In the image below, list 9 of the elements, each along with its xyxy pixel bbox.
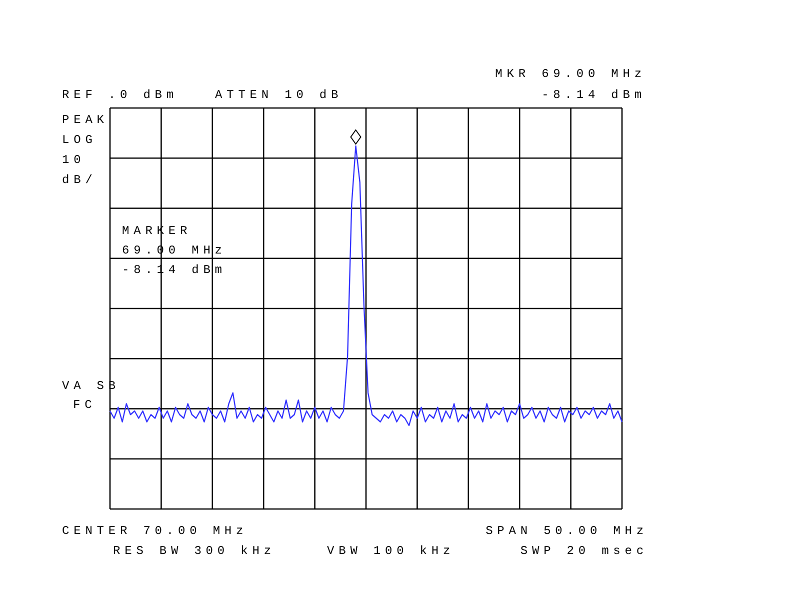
text: CENTER 70.00 MHz bbox=[62, 524, 248, 538]
text: RES BW 300 kHz bbox=[113, 544, 276, 558]
text: VBW 100 kHz bbox=[327, 544, 455, 558]
text: REF .0 dBm bbox=[62, 88, 178, 102]
text: SPAN 50.00 MHz bbox=[486, 524, 648, 538]
text: MKR 69.00 MHz -8.14 dBm bbox=[495, 67, 646, 102]
text: PEAK LOG 10 dB/ bbox=[62, 113, 108, 187]
text: ATTEN 10 dB bbox=[215, 88, 343, 102]
text: SWP 20 msec bbox=[520, 544, 648, 558]
